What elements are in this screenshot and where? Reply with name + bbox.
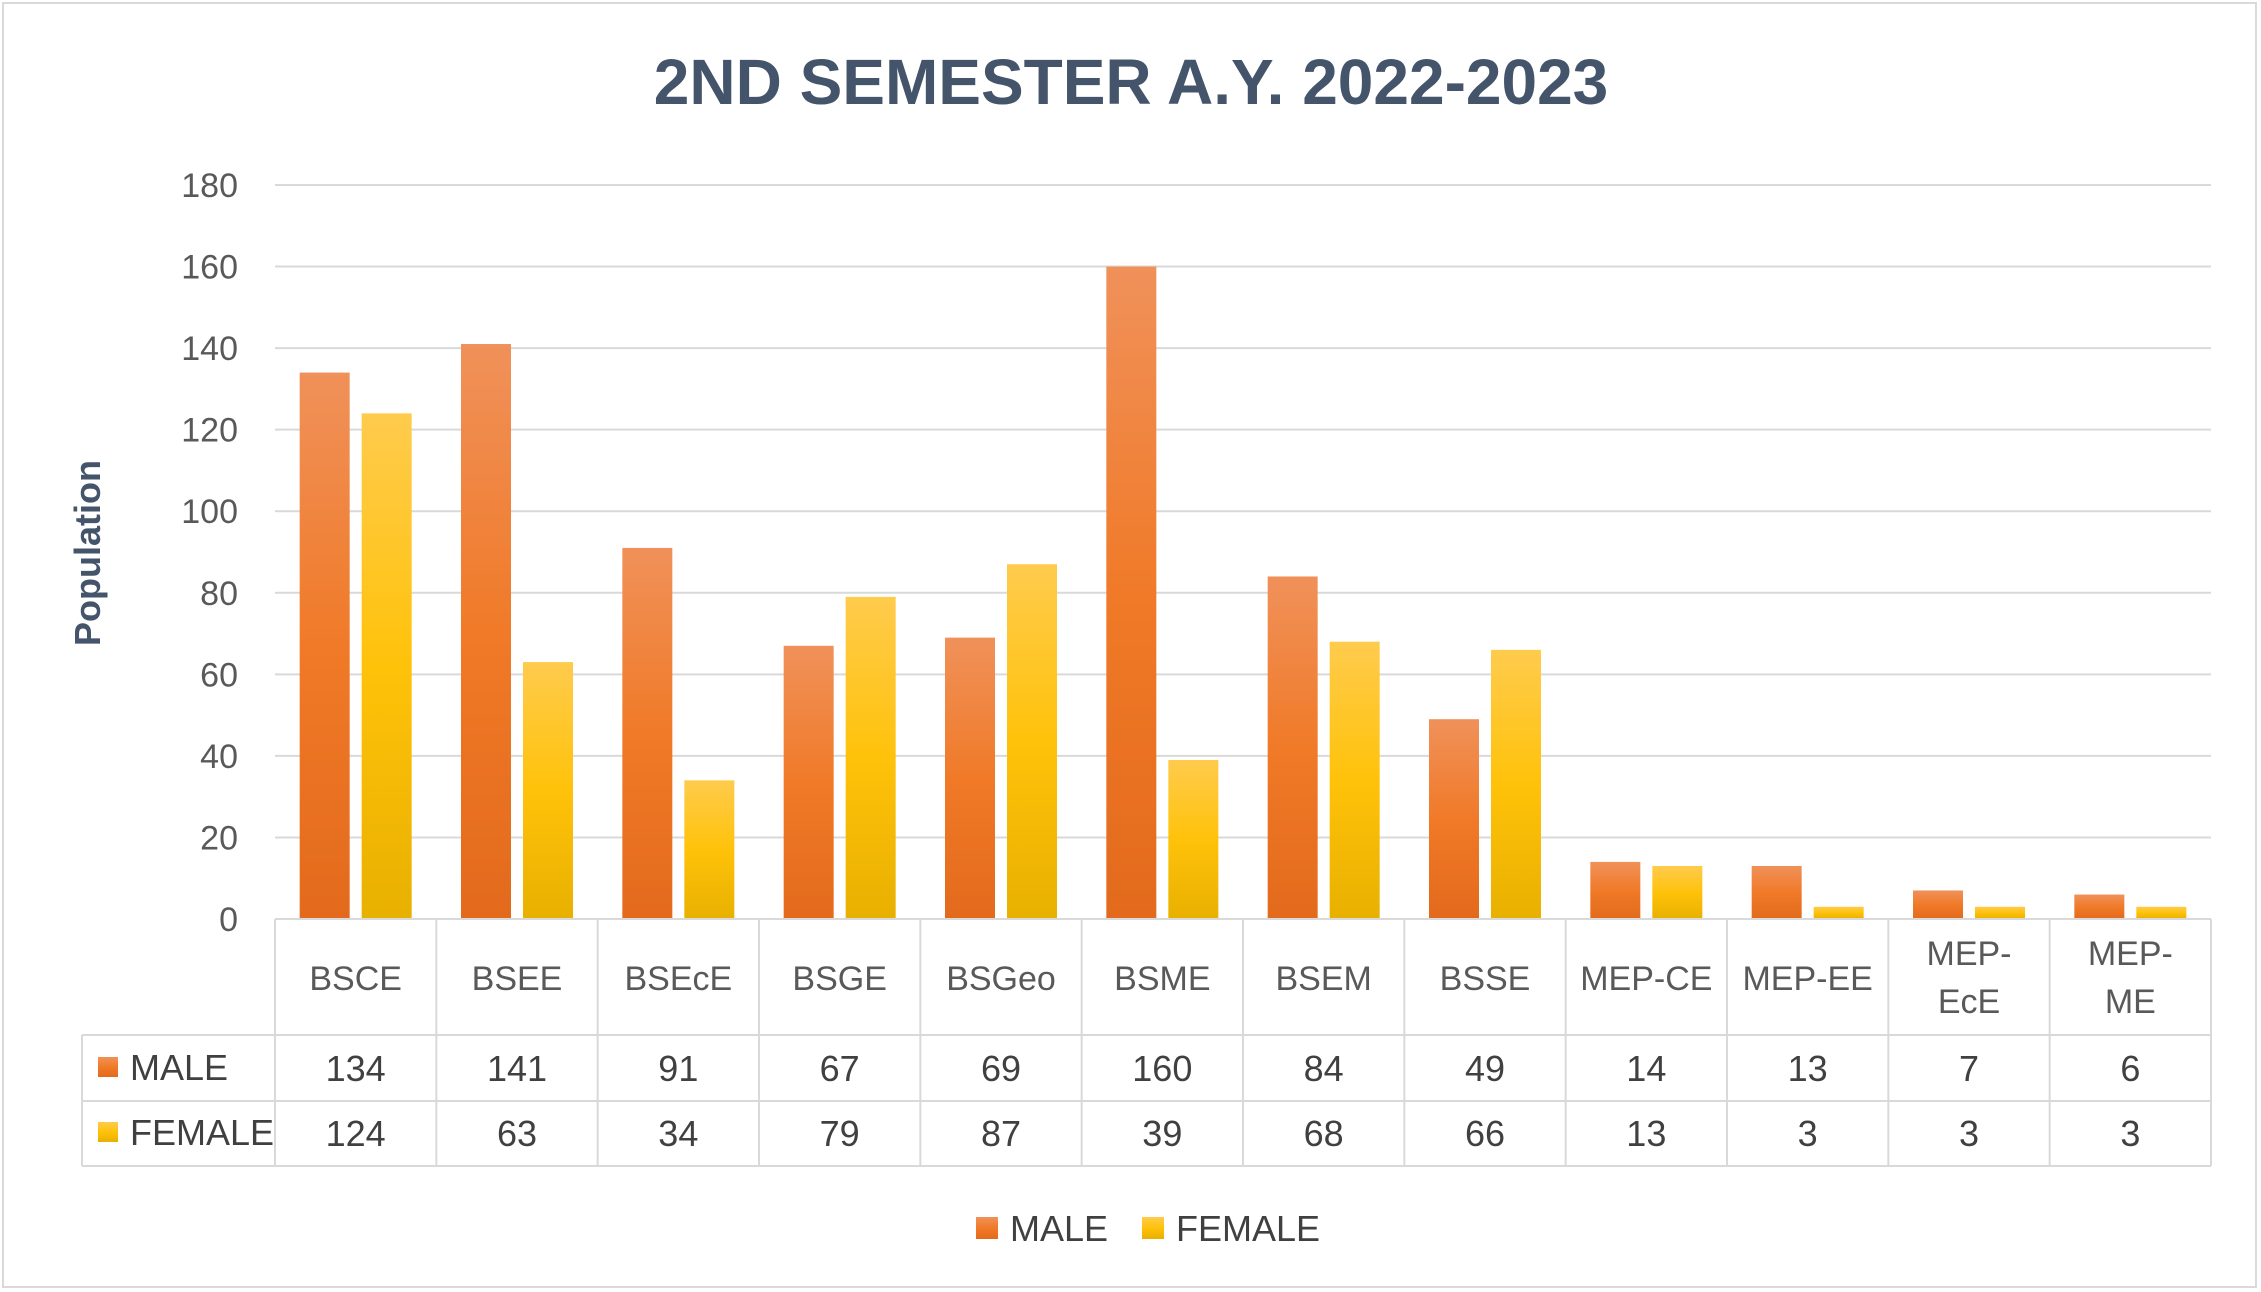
table-cell: 3: [2120, 1113, 2140, 1154]
y-tick-label: 40: [200, 738, 238, 776]
data-table: BSCE BSEE BSEcE BSGE BSGeo BSME BSEM BSSE MEP-CE…: [81, 918, 2212, 1167]
table-cell: 69: [981, 1048, 1021, 1089]
table-cell: 87: [981, 1113, 1021, 1154]
bars: [299, 266, 2187, 920]
y-tick-label: 60: [200, 656, 238, 694]
table-cell: 7: [1959, 1048, 1979, 1089]
table-cell: 66: [1465, 1113, 1505, 1154]
table-cell: 14: [1626, 1048, 1666, 1089]
y-tick-label: 0: [219, 901, 238, 939]
table-cell: 3: [1798, 1113, 1818, 1154]
bar-male: [1751, 865, 1802, 919]
bar-female: [1329, 641, 1380, 919]
table-cell: 134: [326, 1048, 386, 1089]
y-tick-label: 140: [181, 330, 238, 368]
bar-male: [2074, 894, 2125, 919]
bar-male: [461, 344, 511, 919]
legend: MALE FEMALE: [976, 1208, 1320, 1249]
table-cell: 34: [658, 1113, 698, 1154]
y-tick-label: 100: [181, 493, 238, 531]
category-label: MEP-CE: [1580, 960, 1712, 998]
table-cell: 13: [1788, 1048, 1828, 1089]
bar-male: [1106, 266, 1157, 919]
y-tick-label: 80: [200, 575, 238, 613]
category-label: BSGE: [792, 960, 886, 998]
table-cell: 141: [487, 1048, 547, 1089]
table-cell: 160: [1132, 1048, 1192, 1089]
category-label: BSEcE: [624, 960, 732, 998]
y-tick-label: 180: [181, 167, 238, 205]
bar-female: [1975, 906, 2025, 919]
bar-female: [361, 413, 412, 919]
table-series-label: FEMALE: [130, 1112, 274, 1153]
legend-swatch-female: [1142, 1217, 1164, 1239]
gridlines: [275, 184, 2211, 839]
table-key-female: [98, 1122, 118, 1142]
legend-label-male: MALE: [1010, 1208, 1108, 1249]
category-label: MEP-ME: [2088, 935, 2173, 1021]
table-cell: 63: [497, 1113, 537, 1154]
bar-female: [1491, 649, 1541, 919]
category-label: BSSE: [1440, 960, 1531, 998]
bar-male: [1267, 576, 1318, 919]
bar-female: [523, 662, 573, 919]
table-cell: 79: [820, 1113, 860, 1154]
table-cell: 68: [1304, 1113, 1344, 1154]
category-label: BSEM: [1275, 960, 1371, 998]
bar-male: [945, 637, 995, 919]
category-label: MEP-EE: [1742, 960, 1872, 998]
bar-male: [299, 372, 350, 920]
y-axis-label: Population: [67, 460, 108, 646]
bar-female: [1007, 564, 1057, 919]
table-cell: 67: [820, 1048, 860, 1089]
bar-female: [2136, 906, 2187, 919]
chart-svg: 2ND SEMESTER A.Y. 2022-2023 Population 0…: [67, 46, 2212, 1249]
table-cell: 13: [1626, 1113, 1666, 1154]
legend-label-female: FEMALE: [1176, 1208, 1320, 1249]
category-label: MEP-EcE: [1927, 935, 2012, 1021]
table-cell: 124: [326, 1113, 386, 1154]
bar-female: [1652, 865, 1703, 919]
bar-female: [1168, 759, 1219, 919]
table-series-label: MALE: [130, 1047, 228, 1088]
bar-female: [1813, 906, 1864, 919]
bar-female: [845, 596, 896, 919]
bar-male: [622, 547, 673, 919]
y-tick-label: 160: [181, 249, 238, 287]
table-cell: 3: [1959, 1113, 1979, 1154]
table-cell: 6: [2120, 1048, 2140, 1089]
category-label: BSGeo: [946, 960, 1056, 998]
bar-male: [1913, 890, 1963, 919]
chart-title: 2ND SEMESTER A.Y. 2022-2023: [654, 46, 1609, 118]
table-cell: 84: [1304, 1048, 1344, 1089]
y-tick-label: 120: [181, 412, 238, 450]
bar-male: [783, 645, 834, 919]
category-label: BSEE: [472, 960, 563, 998]
legend-swatch-male: [976, 1217, 998, 1239]
category-label: BSCE: [309, 960, 402, 998]
table-cell: 91: [658, 1048, 698, 1089]
table-cell: 39: [1142, 1113, 1182, 1154]
table-cell: 49: [1465, 1048, 1505, 1089]
table-key-male: [98, 1057, 118, 1077]
y-tick-label: 20: [200, 819, 238, 857]
category-label: BSME: [1114, 960, 1210, 998]
bar-female: [684, 780, 735, 919]
bar-male: [1590, 861, 1641, 919]
bar-male: [1429, 719, 1479, 919]
y-axis-ticks: 0 20 40 60 80 100 120 140 160 180: [181, 167, 238, 939]
